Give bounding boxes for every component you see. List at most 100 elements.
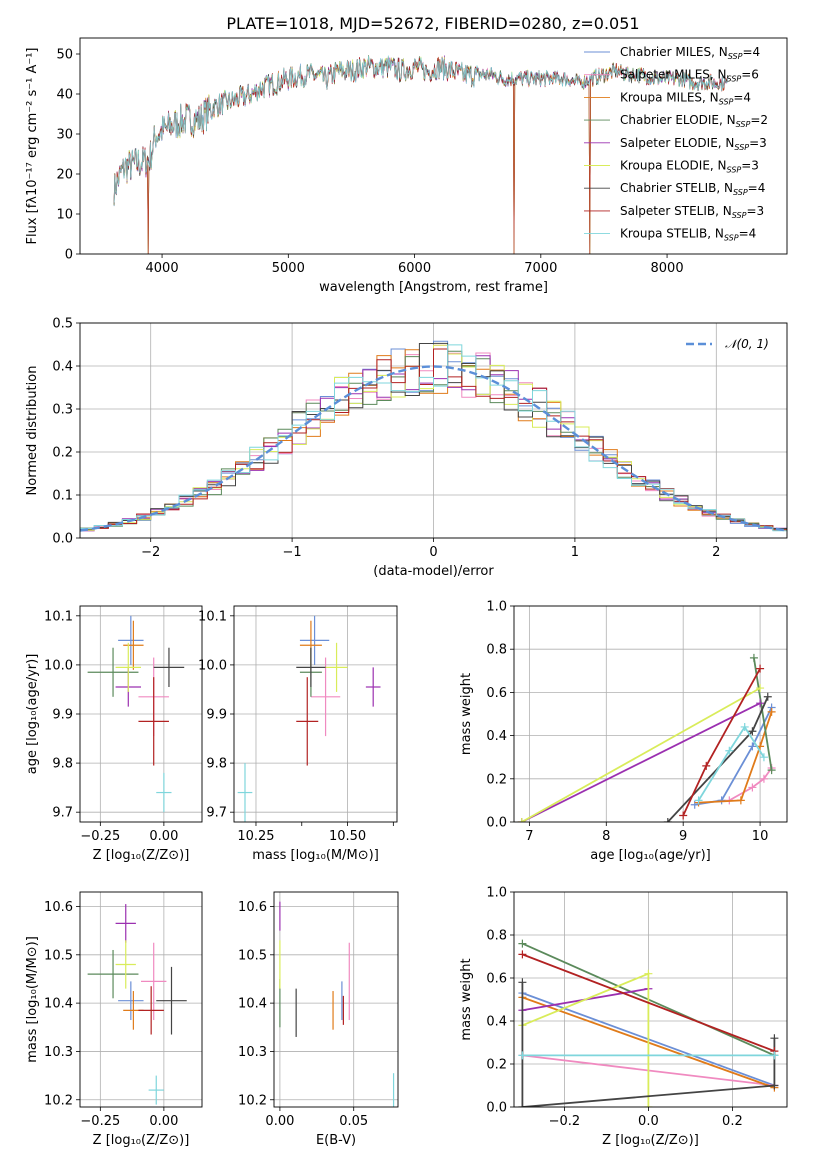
y-tick-label: 20 <box>56 168 73 183</box>
weight-marker-0 <box>748 742 757 751</box>
legend-entry-2: Kroupa MILES, NSSP=4 <box>620 90 751 106</box>
y-axis-label: mass weight <box>459 958 474 1040</box>
x-tick-label: 0.2 <box>722 1114 743 1129</box>
y-tick-label: 10.3 <box>44 1045 73 1060</box>
weight-line-5 <box>522 972 650 1107</box>
errorbar-point-5 <box>115 642 141 692</box>
weight-marker-0 <box>690 800 699 809</box>
weight-marker-2 <box>736 796 745 805</box>
errorbar-point-4 <box>365 667 381 707</box>
y-tick-label: 0.8 <box>486 643 507 658</box>
errorbar-point-3 <box>87 647 139 697</box>
x-tick-label: −2 <box>141 545 160 560</box>
axes-frame <box>79 891 203 1108</box>
weight-marker-6 <box>770 1081 779 1090</box>
y-tick-label: 10.1 <box>44 609 73 624</box>
spectrum-line-8 <box>113 55 729 203</box>
errorbar-point-6 <box>296 647 326 687</box>
x-tick-label: 1 <box>571 545 579 560</box>
y-tick-label: 30 <box>56 128 73 143</box>
axes-frame <box>79 605 203 823</box>
weight-marker-5 <box>517 818 526 822</box>
y-tick-label: 10.0 <box>44 658 73 673</box>
y-tick-label: 10.5 <box>238 948 267 963</box>
y-tick-label: 0.1 <box>52 489 73 504</box>
legend-entry-4: Salpeter ELODIE, NSSP=3 <box>620 136 767 152</box>
x-tick-label: 7 <box>525 829 533 844</box>
y-tick-label: 10.4 <box>238 997 267 1012</box>
weight-marker-1 <box>759 774 768 783</box>
y-tick-label: 0.2 <box>486 1058 507 1073</box>
axes-frame <box>79 322 788 539</box>
weight-line-4 <box>521 702 761 822</box>
weight-marker-5 <box>644 1103 653 1107</box>
weight-marker-7 <box>679 811 688 820</box>
y-tick-label: 9.9 <box>52 708 73 723</box>
y-tick-label: 10.6 <box>238 900 267 915</box>
panel-age_vs_mass: 10.25 10.50 9.7 9.8 9.9 10.0 10.1 mass [log₁₀(M… <box>198 605 398 863</box>
y-tick-label: 0.0 <box>486 816 507 831</box>
y-tick-label: 10.2 <box>238 1093 267 1108</box>
weight-line-6 <box>521 982 776 1107</box>
legend-entry-1: Salpeter MILES, NSSP=6 <box>620 68 759 84</box>
errorbar-point-1 <box>141 942 167 1021</box>
x-tick-label: 6000 <box>398 261 431 276</box>
x-tick-label: 8000 <box>651 261 684 276</box>
errorbar-point-7 <box>138 986 164 1035</box>
axes-frame <box>513 891 788 1108</box>
y-tick-label: 9.7 <box>52 806 73 821</box>
legend-entry-0: Chabrier MILES, NSSP=4 <box>620 45 760 61</box>
plot-area <box>113 55 729 254</box>
x-axis-label: (data-model)/error <box>373 564 494 579</box>
spectrum-line-3 <box>113 55 728 254</box>
x-tick-label: −1 <box>283 545 302 560</box>
y-tick-label: 50 <box>56 48 73 63</box>
x-tick-label: −0.25 <box>80 1114 120 1129</box>
axes-frame <box>273 891 399 1108</box>
panel-spectrum: 4000 5000 6000 7000 8000 0 10 20 30 40 50 wavelengt… <box>25 37 788 295</box>
y-tick-label: 0.4 <box>52 360 73 375</box>
x-axis-label: Z [log₁₀(Z/Z⊙)] <box>602 1133 699 1148</box>
weight-marker-8 <box>770 1051 779 1060</box>
x-tick-label: 0 <box>429 545 437 560</box>
legend: Chabrier MILES, NSSP=4 Salpeter MILES, NS… <box>584 45 768 243</box>
weight-marker-3 <box>749 653 758 662</box>
legend-entry-7: Salpeter STELIB, NSSP=3 <box>620 204 764 220</box>
weight-marker-7 <box>518 950 527 959</box>
y-tick-label: 10.0 <box>198 658 227 673</box>
y-tick-label: 9.7 <box>206 806 227 821</box>
y-tick-label: 10.6 <box>44 900 73 915</box>
y-tick-label: 0.6 <box>486 686 507 701</box>
x-axis-label: age [log₁₀(age/yr)] <box>590 848 711 863</box>
y-tick-label: 0.4 <box>486 729 507 744</box>
weight-marker-7 <box>756 664 765 673</box>
y-tick-label: 40 <box>56 88 73 103</box>
weight-line-7 <box>522 953 775 1052</box>
weight-line-1 <box>728 767 773 802</box>
weight-marker-6 <box>518 978 527 987</box>
y-tick-label: 10.4 <box>44 997 73 1012</box>
x-tick-label: −0.2 <box>549 1114 581 1129</box>
panel-mass_vs_ebv: 0.00 0.05 10.2 10.3 10.4 10.5 10.6 E(B-V) <box>238 891 399 1148</box>
y-tick-label: 10.3 <box>238 1045 267 1060</box>
x-tick-label: 8 <box>602 829 610 844</box>
axes-frame <box>233 605 398 823</box>
weight-marker-6 <box>748 727 757 736</box>
axes-frame <box>79 37 788 255</box>
weight-marker-8 <box>740 722 749 731</box>
weight-marker-6 <box>663 818 672 822</box>
x-tick-label: 0.00 <box>149 829 178 844</box>
x-axis-label: Z [log₁₀(Z/Z⊙)] <box>93 848 190 863</box>
histogram-8 <box>80 344 787 532</box>
y-tick-label: 0.0 <box>486 1101 507 1116</box>
plot-area <box>517 653 776 822</box>
x-tick-label: 10.25 <box>237 829 274 844</box>
y-axis-label: mass weight <box>459 673 474 755</box>
panel-age_vs_Z: −0.25 0.00 9.7 9.8 9.9 10.0 10.1 Z [log₁₀(Z/Z⊙)… <box>25 605 203 863</box>
y-axis-label: Normed distribution <box>25 366 40 496</box>
weight-marker-3 <box>518 939 527 948</box>
weight-marker-7 <box>702 761 711 770</box>
y-tick-label: 0.8 <box>486 929 507 944</box>
y-tick-label: 1.0 <box>486 886 507 901</box>
errorbar-point-4 <box>115 904 136 943</box>
